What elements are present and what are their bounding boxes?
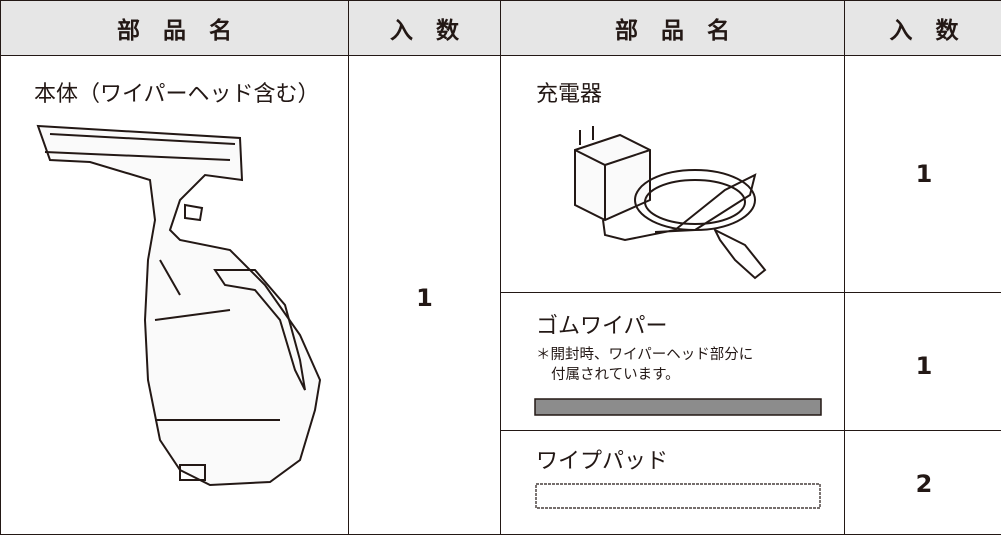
header-text: 入 数 (889, 18, 959, 44)
header-text: 部 品 名 (615, 18, 730, 44)
rubber-wiper-illustration (534, 398, 822, 416)
wipe-pad-illustration (535, 483, 821, 509)
item-name: ワイプパッド (536, 449, 669, 474)
header-cell: 入 数 (844, 0, 1001, 56)
item-name: 本体（ワイパーヘッド含む） (34, 82, 320, 107)
item-name: 充電器 (536, 82, 603, 107)
item-quantity: 1 (416, 284, 433, 312)
header-cell: 入 数 (348, 0, 501, 56)
item-quantity: 2 (915, 470, 933, 498)
header-cell: 部 品 名 (0, 0, 349, 56)
item-note: 付属されています。 (551, 367, 680, 383)
body-illustration (36, 124, 322, 487)
item-quantity: 1 (915, 160, 933, 188)
header-text: 入 数 (390, 18, 459, 44)
header-text: 部 品 名 (117, 18, 232, 44)
header-cell: 部 品 名 (500, 0, 845, 56)
item-note: ＊開封時、ワイパーヘッド部分に (536, 347, 754, 363)
item-name: ゴムワイパー (536, 314, 668, 339)
charger-illustration (574, 126, 767, 280)
item-quantity: 1 (915, 352, 933, 380)
